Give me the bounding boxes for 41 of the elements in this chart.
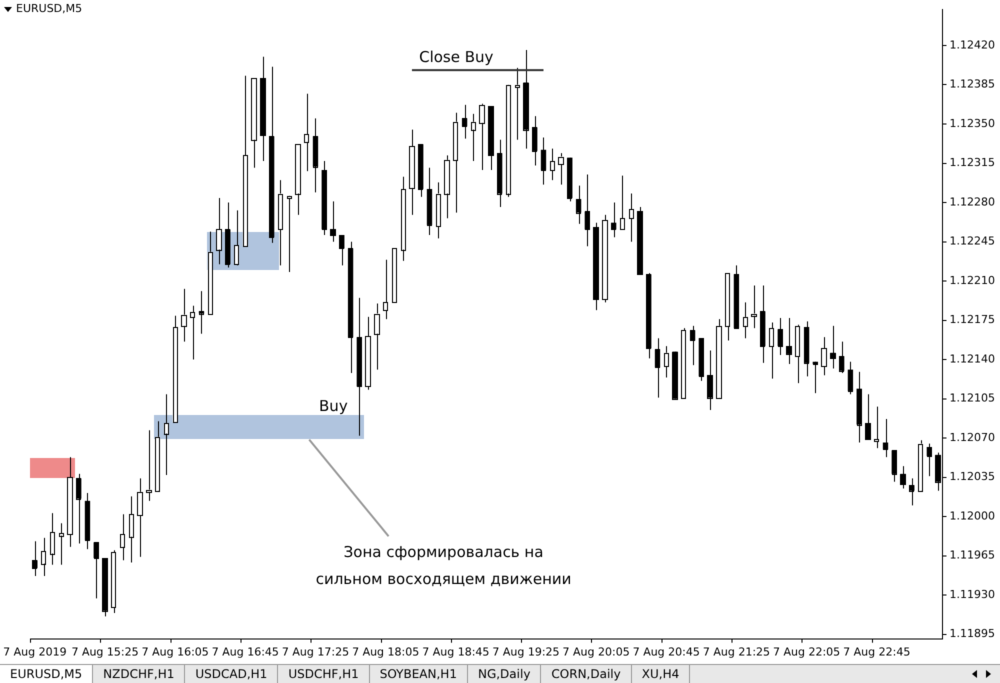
y-tick-label: 1.12315 <box>950 156 996 170</box>
x-tick-label: 7 Aug 16:05 <box>142 645 209 658</box>
annotation: Close Buy <box>419 48 494 66</box>
chart-title: EURUSD,M5 <box>16 2 82 15</box>
y-tick-label: 1.12070 <box>950 430 996 444</box>
text: CORN,Daily <box>541 665 632 683</box>
y-tick-label: 1.12175 <box>950 313 996 326</box>
text: EURUSD,M5 <box>0 665 94 683</box>
text: USDCAD,H1 <box>185 665 278 683</box>
y-tick-label: 1.12035 <box>950 470 996 484</box>
annotation: Зона сформировалась на сильном восходящем движении <box>314 542 572 590</box>
y-tick-label: 1.12280 <box>950 195 996 208</box>
y-tick-label: 1.12140 <box>950 352 996 366</box>
y-tick-label: 1.12350 <box>950 116 996 130</box>
x-tick-label: 7 Aug 17:25 <box>282 645 350 658</box>
x-tick-label: 7 Aug 18:45 <box>422 645 490 658</box>
x-tick-label: 7 Aug 18:05 <box>352 645 420 658</box>
x-tick-label: 7 Aug 16:45 <box>212 645 279 658</box>
text: NZDCHF,H1 <box>93 665 186 683</box>
y-tick-label: 1.12000 <box>950 509 996 522</box>
x-tick-label: 7 Aug 15:25 <box>71 645 139 658</box>
text: XU,H4 <box>632 665 690 683</box>
y-tick-label: 1.12420 <box>950 38 996 52</box>
text: SOYBEAN,H1 <box>370 665 468 683</box>
text: USDCHF,H1 <box>278 665 370 683</box>
x-tick-label: 7 Aug 19:25 <box>492 645 560 658</box>
y-tick-label: 1.11895 <box>950 627 996 640</box>
y-tick-label: 1.12210 <box>950 274 996 287</box>
y-tick-label: 1.12245 <box>950 234 996 248</box>
x-tick-label: 7 Aug 22:45 <box>843 645 910 658</box>
y-tick-label: 1.11930 <box>950 588 996 601</box>
x-tick-label: 7 Aug 2019 <box>3 645 67 658</box>
x-tick-label: 7 Aug 20:05 <box>562 645 630 658</box>
annotation: Buy <box>319 396 348 415</box>
x-tick-label: 7 Aug 20:45 <box>632 645 700 658</box>
y-tick-label: 1.12105 <box>950 392 996 405</box>
x-tick-label: 7 Aug 21:25 <box>702 645 770 658</box>
y-tick-label: 1.12385 <box>950 78 996 91</box>
x-tick-label: 7 Aug 22:05 <box>773 645 840 658</box>
text: NG,Daily <box>468 665 542 683</box>
y-tick-label: 1.11965 <box>950 548 996 562</box>
